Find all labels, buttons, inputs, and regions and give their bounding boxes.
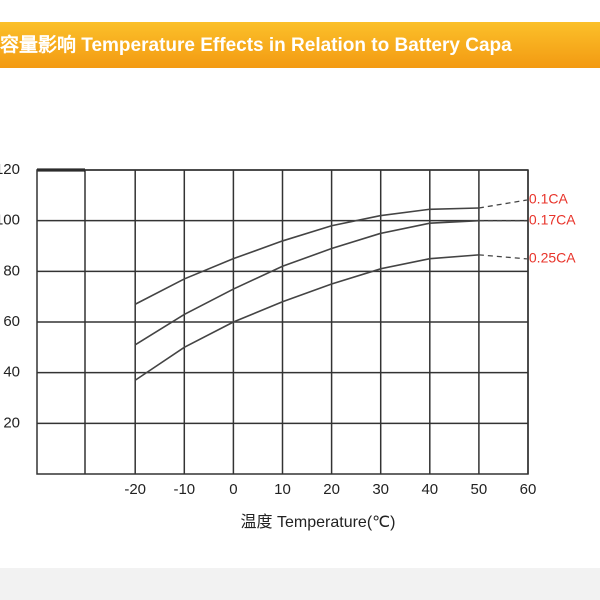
footer-band (0, 568, 600, 600)
y-tick-label: 100 (0, 212, 20, 229)
x-tick-label: -20 (124, 481, 146, 498)
y-tick-label: 40 (3, 364, 20, 381)
y-tick-label: 20 (3, 414, 20, 431)
x-tick-label: 20 (323, 481, 340, 498)
series-label: 0.17CA (529, 211, 576, 227)
leader-line (478, 254, 527, 260)
x-axis-label: 温度 Temperature(℃) (241, 513, 396, 531)
x-tick-label: 10 (274, 481, 291, 498)
x-tick-label: 0 (229, 481, 237, 498)
series-line (134, 254, 479, 381)
leader-line (478, 199, 528, 209)
chart-title: 容量影响 Temperature Effects in Relation to … (0, 33, 512, 56)
y-tick-label: 120 (0, 161, 20, 178)
y-tick-label: 60 (3, 313, 20, 330)
x-tick-label: 30 (372, 481, 389, 498)
series-line (134, 219, 479, 346)
x-tick-label: -10 (173, 481, 195, 498)
y-tick-label: 80 (3, 262, 20, 279)
series-label: 0.1CA (529, 191, 569, 207)
x-tick-label: 50 (471, 481, 488, 498)
series-label: 0.25CA (529, 250, 576, 266)
title-band (0, 22, 600, 68)
x-tick-label: 60 (520, 481, 537, 498)
series-line (134, 207, 479, 305)
x-tick-label: 40 (421, 481, 438, 498)
